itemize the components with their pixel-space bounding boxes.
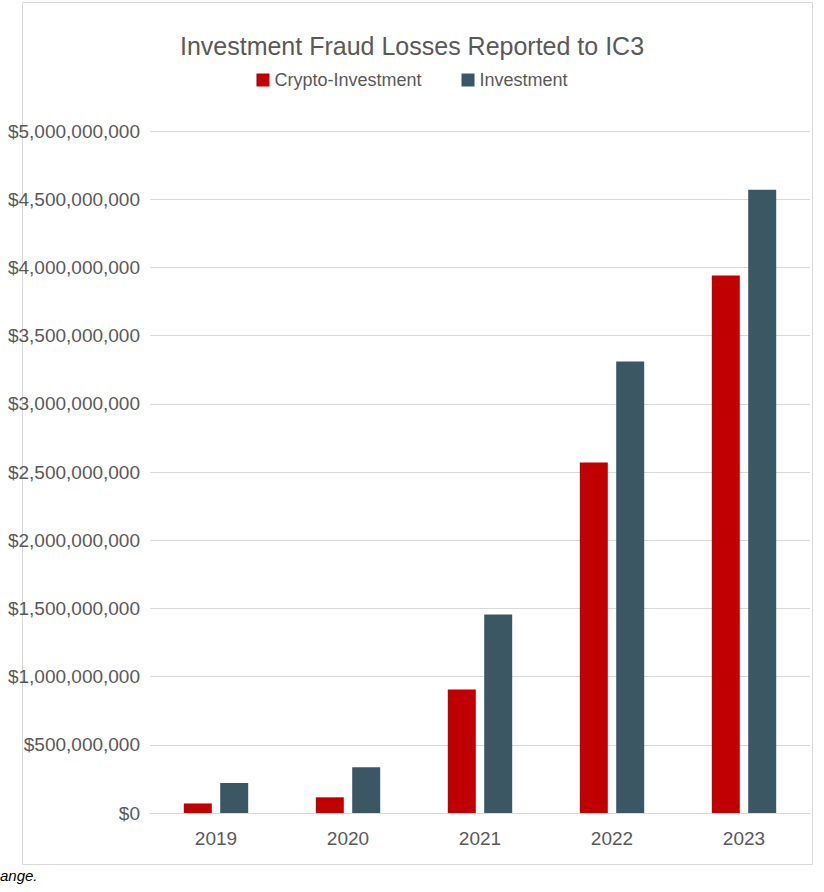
svg-text:Crypto-Investment: Crypto-Investment [274, 70, 421, 90]
svg-text:$1,500,000,000: $1,500,000,000 [8, 598, 140, 619]
svg-text:$2,500,000,000: $2,500,000,000 [8, 462, 140, 483]
svg-text:$4,000,000,000: $4,000,000,000 [8, 257, 140, 278]
svg-text:$1,000,000,000: $1,000,000,000 [8, 666, 140, 687]
svg-text:2023: 2023 [723, 828, 765, 849]
svg-text:2022: 2022 [591, 828, 633, 849]
svg-text:ange.: ange. [0, 867, 38, 884]
svg-text:$500,000,000: $500,000,000 [24, 734, 140, 755]
svg-text:$3,500,000,000: $3,500,000,000 [8, 325, 140, 346]
svg-text:2020: 2020 [327, 828, 369, 849]
svg-text:2019: 2019 [195, 828, 237, 849]
svg-text:$5,000,000,000: $5,000,000,000 [8, 121, 140, 142]
svg-text:Investment: Investment [480, 70, 568, 90]
svg-text:$0: $0 [119, 803, 140, 824]
svg-text:$3,000,000,000: $3,000,000,000 [8, 393, 140, 414]
svg-text:$4,500,000,000: $4,500,000,000 [8, 189, 140, 210]
svg-text:$2,000,000,000: $2,000,000,000 [8, 530, 140, 551]
svg-text:2021: 2021 [459, 828, 501, 849]
svg-text:Investment Fraud Losses Report: Investment Fraud Losses Reported to IC3 [180, 32, 644, 60]
